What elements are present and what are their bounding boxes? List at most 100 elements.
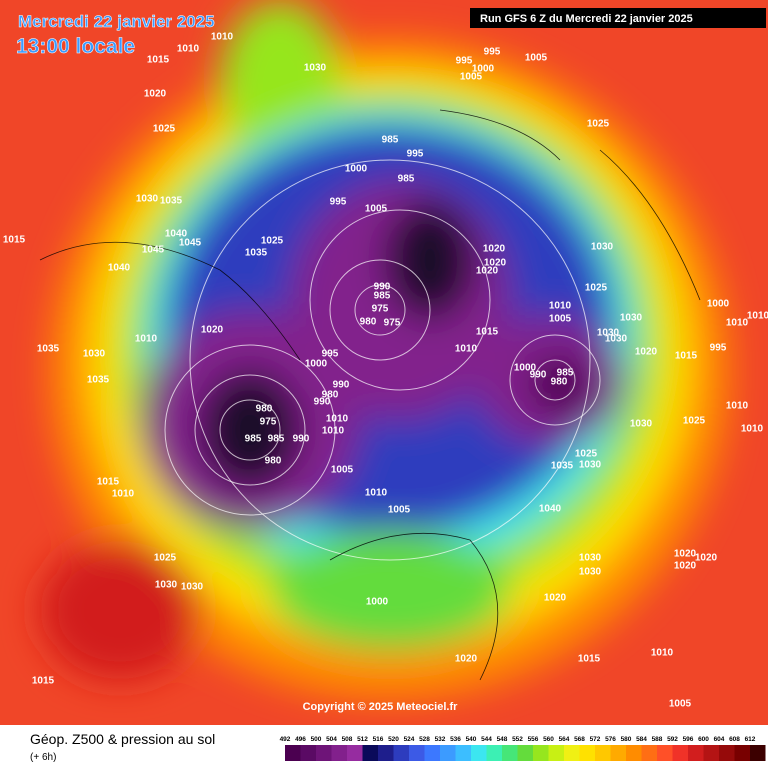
isobar-label: 1015 xyxy=(32,676,55,687)
colorbar-label: 548 xyxy=(497,736,508,743)
isobar-label: 1030 xyxy=(620,313,643,324)
colorbar-swatch xyxy=(362,745,378,761)
isobar-label: 1035 xyxy=(245,248,268,259)
isobar-label: 1040 xyxy=(108,263,131,274)
isobar-label: 975 xyxy=(384,318,401,329)
isobar-label: 1025 xyxy=(154,553,177,564)
isobar-label: 1040 xyxy=(539,504,562,515)
colorbar-label: 496 xyxy=(295,736,306,743)
date: Mercredi 22 janvier 2025 xyxy=(18,12,215,31)
isobar-label: 975 xyxy=(372,304,389,315)
colorbar-label: 524 xyxy=(404,736,415,743)
isobar-label: 1005 xyxy=(460,72,483,83)
colorbar-label: 500 xyxy=(311,736,322,743)
colorbar-swatch xyxy=(533,745,549,761)
isobar-label: 985 xyxy=(268,434,285,445)
isobar-label: 1030 xyxy=(181,582,204,593)
isobar-label: 1010 xyxy=(726,318,749,329)
isobar-label: 1030 xyxy=(605,334,628,345)
isobar-label: 1030 xyxy=(597,328,620,339)
colorbar-swatch xyxy=(734,745,750,761)
colorbar-swatch xyxy=(595,745,611,761)
isobar-label: 1025 xyxy=(587,119,610,130)
colorbar-swatch xyxy=(347,745,363,761)
colorbar-label: 512 xyxy=(357,736,368,743)
isobar-label: 990 xyxy=(333,380,350,391)
colorbar-swatch xyxy=(378,745,394,761)
isobar-label: 1000 xyxy=(472,64,495,75)
isobar-label: 985 xyxy=(245,434,262,445)
isobar-label: 980 xyxy=(551,377,568,388)
isobar-label: 1015 xyxy=(675,351,698,362)
isobar-label: 1025 xyxy=(261,236,284,247)
isobar-label: 1030 xyxy=(579,567,602,578)
isobar-label: 1020 xyxy=(201,325,224,336)
isobar-label: 1030 xyxy=(630,419,653,430)
footer-title: Géop. Z500 & pression au sol xyxy=(30,731,215,747)
colorbar-label: 508 xyxy=(342,736,353,743)
isobar-label: 975 xyxy=(260,417,277,428)
colorbar-label: 492 xyxy=(280,736,291,743)
isobar-label: 1020 xyxy=(483,244,506,255)
isobar-label: 1035 xyxy=(87,375,110,386)
isobar-label: 1035 xyxy=(551,461,574,472)
colorbar-label: 612 xyxy=(745,736,756,743)
isobar-label: 1010 xyxy=(365,488,388,499)
colorbar-swatch xyxy=(610,745,626,761)
isobar-label: 1025 xyxy=(153,124,176,135)
isobar-label: 995 xyxy=(484,47,501,58)
time: 13:00 locale xyxy=(16,35,135,58)
colorbar-swatch xyxy=(641,745,657,761)
colorbar-swatch xyxy=(517,745,533,761)
isobar-label: 980 xyxy=(265,456,282,467)
isobar-label: 1000 xyxy=(345,164,368,175)
colorbar-label: 540 xyxy=(466,736,477,743)
isobar-label: 1010 xyxy=(211,32,234,43)
colorbar-label: 576 xyxy=(605,736,616,743)
colorbar-label: 532 xyxy=(435,736,446,743)
footer-subtitle: (+ 6h) xyxy=(30,752,56,763)
isobar-label: 985 xyxy=(398,174,415,185)
isobar-label: 1010 xyxy=(651,648,674,659)
isobar-label: 995 xyxy=(322,349,339,360)
isobar-label: 1020 xyxy=(455,654,478,665)
isobar-label: 1020 xyxy=(674,561,697,572)
colorbar-label: 544 xyxy=(481,736,492,743)
isobar-label: 1020 xyxy=(144,89,167,100)
isobar-label: 1010 xyxy=(726,401,749,412)
isobar-label: 1030 xyxy=(591,242,614,253)
isobar-label: 1010 xyxy=(549,301,572,312)
colorbar-swatch xyxy=(409,745,425,761)
isobar-label: 1005 xyxy=(669,699,692,710)
colorbar-label: 560 xyxy=(543,736,554,743)
isobar-label: 995 xyxy=(710,343,727,354)
isobar-label: 1020 xyxy=(674,549,697,560)
isobar-label: 1020 xyxy=(476,266,499,277)
colorbar-swatch xyxy=(672,745,688,761)
isobar-label: 1030 xyxy=(83,349,106,360)
isobar-label: 1010 xyxy=(326,414,349,425)
colorbar-swatch xyxy=(331,745,347,761)
colorbar-label: 520 xyxy=(388,736,399,743)
isobar-label: 1035 xyxy=(37,344,60,355)
isobar-label: 1025 xyxy=(575,449,598,460)
isobar-label: 1030 xyxy=(136,194,159,205)
colorbar-swatch xyxy=(688,745,704,761)
colorbar-swatch xyxy=(300,745,316,761)
isobar-label: 1000 xyxy=(514,363,537,374)
colorbar-label: 592 xyxy=(667,736,678,743)
isobar-label: 1015 xyxy=(578,654,601,665)
isobar-label: 1025 xyxy=(585,283,608,294)
isobar-label: 990 xyxy=(314,397,331,408)
isobar-label: 995 xyxy=(407,149,424,160)
isobar-label: 1045 xyxy=(179,238,202,249)
isobar-label: 990 xyxy=(293,434,310,445)
colorbar-label: 516 xyxy=(373,736,384,743)
colorbar-swatch xyxy=(393,745,409,761)
isobar-label: 990 xyxy=(530,370,547,381)
colorbar-label: 552 xyxy=(512,736,523,743)
isobar-label: 1000 xyxy=(305,359,328,370)
colorbar: 492 496 500 504 508 512 516 520 524 528 532 536 540 5… xyxy=(280,736,766,761)
isobar-labels: 1010101010151030995995100010051005102010… xyxy=(3,32,768,710)
